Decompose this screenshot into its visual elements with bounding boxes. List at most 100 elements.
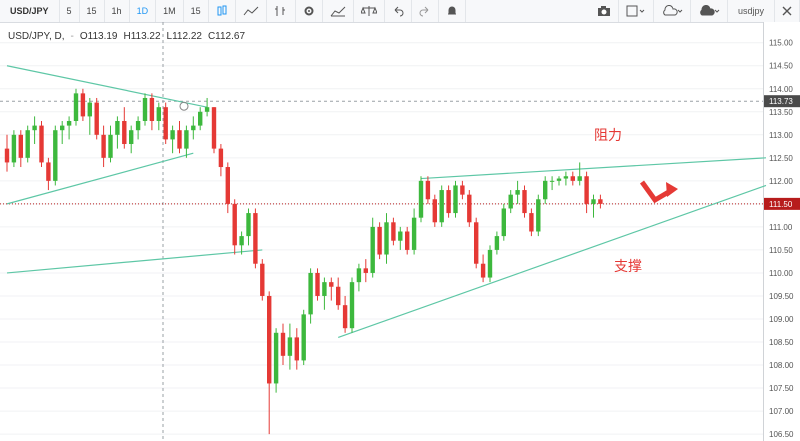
alerts-scale-icon [360,6,377,16]
bar-style-button[interactable] [267,0,296,22]
interval-1h-button[interactable]: 1h [105,0,130,22]
candle-body [453,185,458,214]
price-axis [763,22,800,441]
settings-button[interactable] [296,0,323,22]
cloud-load-icon [663,5,683,16]
alerts-scale-button[interactable] [354,0,385,22]
apex-marker [179,101,189,111]
close-button[interactable] [775,0,800,22]
candle-body [60,125,65,131]
symbol-label[interactable]: usdjpy [728,0,775,22]
candle-body [529,213,534,232]
candle-body [260,263,265,296]
candle-body [135,120,141,131]
interval-1d-button[interactable]: 1D [130,0,157,22]
candle-body [349,282,355,329]
trendline-long-horizontal-support [6,249,263,274]
toolbar-right-group: usdjpy [590,0,800,22]
candle-body [336,286,341,306]
candlestick-chart[interactable]: 115.00 114.50 114.00 113.50 113.00 112.50 112.… [0,22,800,441]
compare-button[interactable] [209,0,236,22]
candle-body [46,162,51,181]
candle-body [591,199,596,204]
candle-body [273,332,279,384]
candle-body [418,180,424,218]
symbol-search-button[interactable]: USD/JPY [0,0,60,22]
undo-button[interactable] [385,0,412,22]
candle-body [177,130,182,149]
y-tick-label: 109.50 [769,292,794,301]
candle-body [315,272,320,296]
candle-body [384,222,389,255]
candle-body [211,107,217,149]
trendline-right-resistance [420,157,767,180]
cloud-load-button[interactable] [654,0,691,22]
interval-1m-button[interactable]: 1M [156,0,184,22]
candle-body [294,337,299,361]
indicators-button[interactable] [236,0,267,22]
candle-body [101,134,106,158]
candle-body [598,199,603,204]
candle-body [66,120,72,126]
y-tick-label: 110.50 [769,246,793,255]
candle-body [377,226,382,255]
interval-15-alt-button[interactable]: 15 [184,0,209,22]
y-tick-label: 107.50 [769,384,794,393]
alert-bell-icon [447,6,456,15]
candle-body [342,305,348,329]
candle-body [356,268,362,283]
candle-body [267,295,272,384]
candle-body [39,125,44,163]
legend-title: USD/JPY, D, [8,31,65,42]
templates-button[interactable] [323,0,354,22]
candle-body [129,130,134,145]
candle-body [191,125,196,131]
candle-body [487,249,493,278]
y-tick-label: 110.00 [769,269,793,278]
y-tick-label: 107.00 [769,407,794,416]
candle-body [556,178,562,181]
redo-button[interactable] [412,0,439,22]
candle-body [515,190,520,195]
candle-body [280,332,286,356]
candle-body [446,190,451,214]
layout-button[interactable] [619,0,654,22]
interval-15-button[interactable]: 15 [80,0,105,22]
legend-close: C112.67 [207,31,246,42]
y-tick-label: 115.00 [769,39,793,48]
candle-body [142,97,148,121]
candle-body [391,222,396,241]
candle-body [480,263,486,278]
trendline-right-support [337,184,767,338]
y-tick-label: 106.50 [769,430,794,439]
candle-body [549,180,555,182]
snapshot-button[interactable] [590,0,619,22]
y-tick-label: 108.50 [769,338,794,347]
candle-body [287,337,293,356]
candle-body [577,176,582,181]
bar-style-icon [274,6,285,16]
interval-5-button[interactable]: 5 [60,0,80,22]
compare-icon [217,5,227,16]
legend-high: H113.22 [123,31,161,42]
price-label-text: 113.73 [769,97,793,106]
candle-body [543,180,548,200]
candle-body [425,180,431,200]
candle-body [225,167,230,204]
candle-body [232,203,237,246]
redo-icon [419,6,428,17]
candle-body [494,236,500,250]
y-tick-label: 114.00 [769,85,793,94]
price-label-text: 111.50 [769,200,793,209]
candle-body [501,208,506,237]
cloud-save-icon [700,5,720,16]
y-tick-label: 112.00 [769,177,793,186]
cloud-save-button[interactable] [691,0,728,22]
camera-icon [597,6,610,16]
candle-body [474,222,479,264]
candle-body [198,111,203,126]
candle-body [301,314,306,361]
alert-button[interactable] [439,0,466,22]
candle-body [411,217,417,250]
candle-body [87,102,92,117]
